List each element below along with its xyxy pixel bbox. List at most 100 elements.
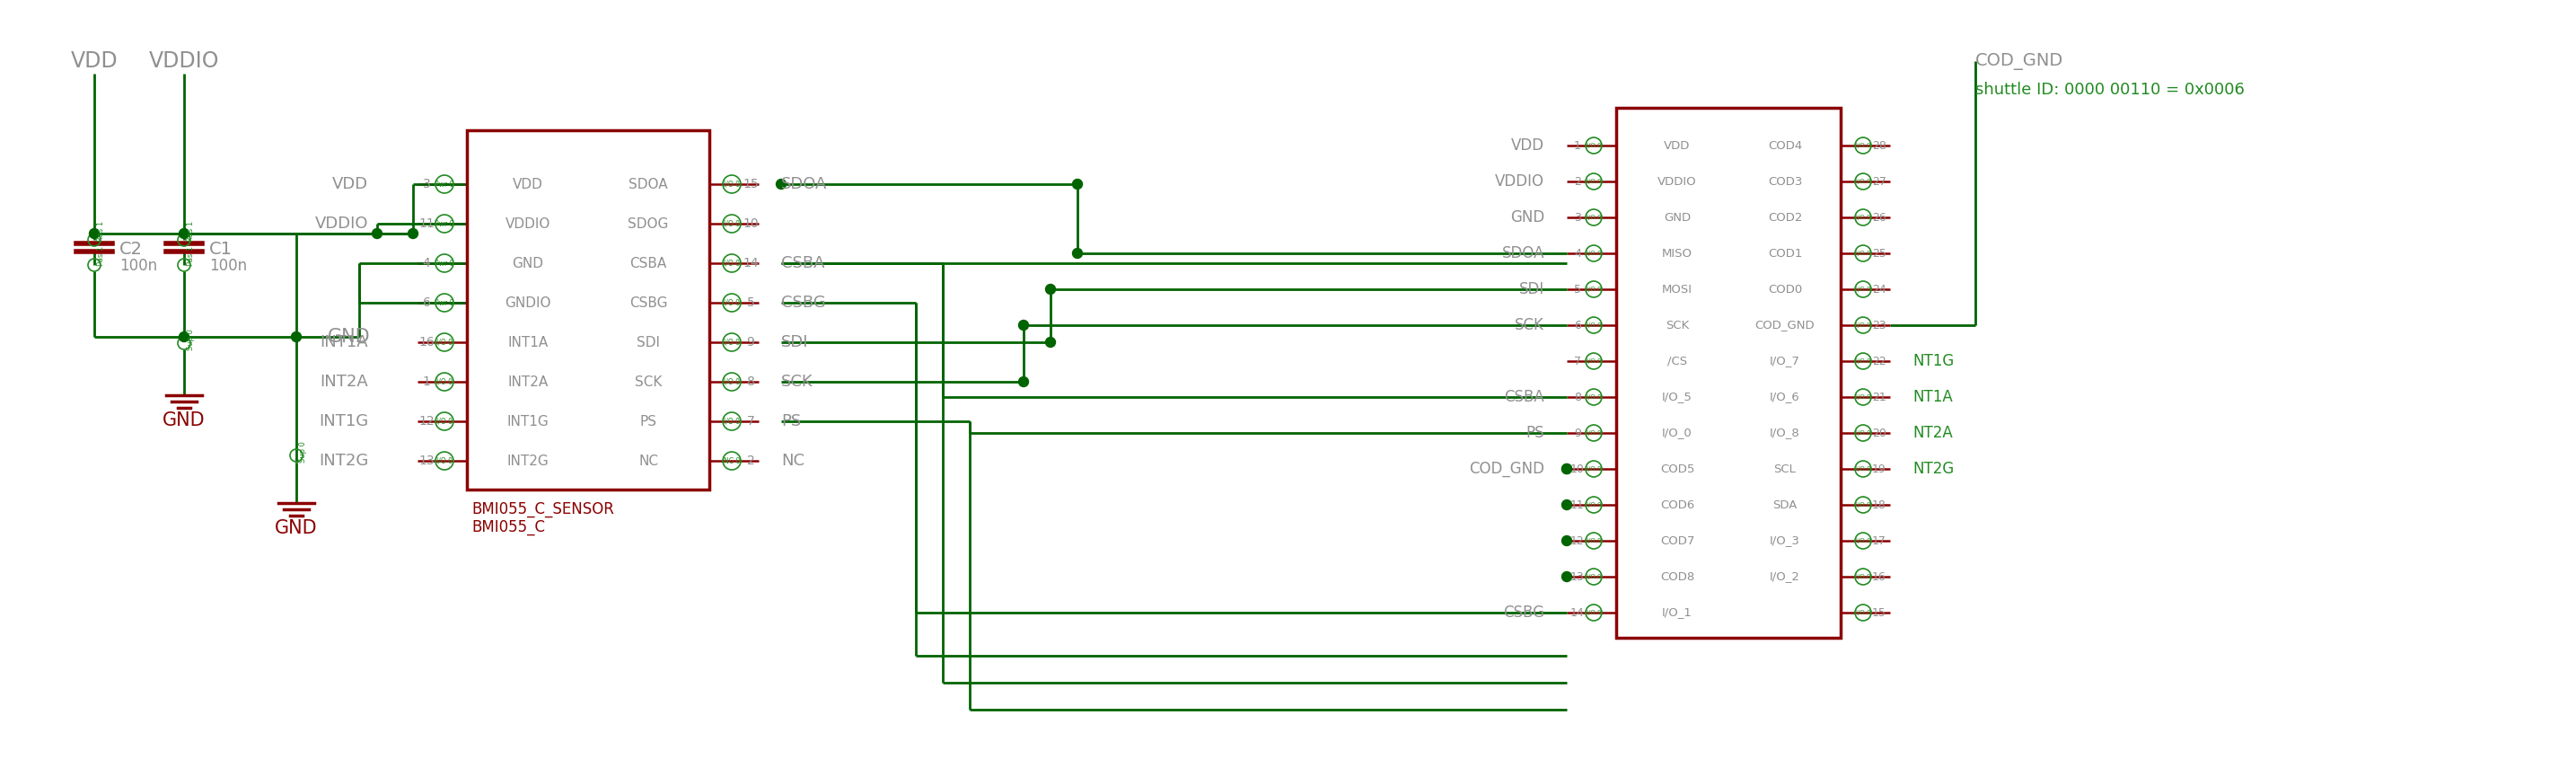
Text: Pwr 0: Pwr 0 bbox=[435, 180, 453, 188]
Text: I/O 0: I/O 0 bbox=[1855, 143, 1870, 148]
Bar bbox=[1615, 108, 1842, 638]
Text: MOSI: MOSI bbox=[1662, 284, 1692, 295]
Text: 5: 5 bbox=[1574, 284, 1582, 295]
Text: PS: PS bbox=[639, 415, 657, 428]
Circle shape bbox=[371, 228, 381, 239]
Text: 6: 6 bbox=[422, 297, 430, 309]
Text: I/O 0: I/O 0 bbox=[1855, 502, 1870, 507]
Circle shape bbox=[1072, 249, 1082, 258]
Text: 18: 18 bbox=[1873, 499, 1886, 510]
Text: GND: GND bbox=[1664, 211, 1690, 223]
Circle shape bbox=[1561, 464, 1571, 474]
Text: I/O 0: I/O 0 bbox=[724, 260, 739, 267]
Text: I/O 0: I/O 0 bbox=[724, 417, 739, 425]
Text: I/O 0: I/O 0 bbox=[1587, 538, 1602, 543]
Text: CSBG: CSBG bbox=[1502, 605, 1546, 621]
Text: COD5: COD5 bbox=[1659, 463, 1695, 475]
Text: VDDIO: VDDIO bbox=[505, 217, 551, 231]
Text: COD8: COD8 bbox=[1659, 571, 1695, 583]
Text: COD3: COD3 bbox=[1767, 176, 1803, 187]
Text: CSBA: CSBA bbox=[629, 256, 667, 270]
Text: I/O 0: I/O 0 bbox=[1855, 574, 1870, 580]
Circle shape bbox=[775, 179, 786, 189]
Text: GND: GND bbox=[1510, 209, 1546, 225]
Text: SDOA: SDOA bbox=[629, 177, 667, 191]
Circle shape bbox=[1561, 464, 1571, 474]
Circle shape bbox=[1561, 572, 1571, 582]
Text: 16: 16 bbox=[1873, 571, 1886, 583]
Text: CSBA: CSBA bbox=[781, 255, 824, 271]
Text: SCK: SCK bbox=[781, 374, 814, 390]
Text: 10: 10 bbox=[742, 218, 757, 230]
Text: 12: 12 bbox=[1571, 535, 1584, 546]
Text: I/O 0: I/O 0 bbox=[724, 180, 739, 188]
Text: 25: 25 bbox=[1873, 247, 1886, 260]
Text: I/O_3: I/O_3 bbox=[1770, 535, 1801, 546]
Text: I/O 0: I/O 0 bbox=[1587, 143, 1602, 148]
Text: VDD: VDD bbox=[70, 51, 118, 71]
Text: INT2G: INT2G bbox=[319, 453, 368, 469]
Text: I/O 0: I/O 0 bbox=[1855, 179, 1870, 184]
Text: Sup 0: Sup 0 bbox=[185, 329, 196, 350]
Text: 19: 19 bbox=[1873, 463, 1886, 475]
Text: NC: NC bbox=[639, 454, 657, 468]
Text: INT1G: INT1G bbox=[319, 413, 368, 430]
Text: VDD: VDD bbox=[513, 177, 544, 191]
Text: INT1A: INT1A bbox=[507, 336, 549, 349]
Text: I/O 0: I/O 0 bbox=[1855, 538, 1870, 543]
Text: 3: 3 bbox=[422, 178, 430, 190]
Text: SDOA: SDOA bbox=[781, 176, 827, 192]
Text: CSBG: CSBG bbox=[629, 296, 667, 309]
Text: GNDIO: GNDIO bbox=[505, 296, 551, 309]
Text: 9: 9 bbox=[747, 336, 755, 349]
Text: COD_GND: COD_GND bbox=[1468, 461, 1546, 477]
Text: 15: 15 bbox=[742, 178, 757, 190]
Text: 13: 13 bbox=[417, 455, 435, 467]
Circle shape bbox=[1561, 500, 1571, 510]
Text: NT2A: NT2A bbox=[1911, 425, 1953, 441]
Text: SDI: SDI bbox=[636, 336, 659, 349]
Text: Pas 1: Pas 1 bbox=[185, 246, 196, 266]
Text: NT1A: NT1A bbox=[1911, 389, 1953, 405]
Text: GND: GND bbox=[513, 256, 544, 270]
Text: I/O 0: I/O 0 bbox=[1587, 251, 1602, 256]
Text: GND: GND bbox=[162, 411, 206, 430]
Text: COD_GND: COD_GND bbox=[1976, 53, 2063, 70]
Text: SDI: SDI bbox=[1520, 281, 1546, 298]
Text: NT2G: NT2G bbox=[1911, 461, 1955, 477]
Text: 100n: 100n bbox=[118, 258, 157, 274]
Text: CSBG: CSBG bbox=[781, 294, 827, 311]
Text: INT2G: INT2G bbox=[507, 454, 549, 468]
Text: Pwr 0: Pwr 0 bbox=[435, 260, 453, 267]
Text: I/O 0: I/O 0 bbox=[1855, 395, 1870, 399]
Text: I/O 0: I/O 0 bbox=[1855, 610, 1870, 615]
Text: CSBA: CSBA bbox=[1504, 389, 1546, 405]
Text: 16: 16 bbox=[417, 336, 435, 349]
Text: 4: 4 bbox=[1574, 247, 1582, 260]
Circle shape bbox=[407, 228, 417, 239]
Text: NC 0: NC 0 bbox=[724, 457, 739, 465]
Text: COD1: COD1 bbox=[1767, 247, 1803, 260]
Text: BMI055_C_SENSOR: BMI055_C_SENSOR bbox=[471, 501, 613, 517]
Text: 14: 14 bbox=[742, 257, 757, 270]
Text: Pwr 0: Pwr 0 bbox=[435, 220, 453, 228]
Text: I/O 0: I/O 0 bbox=[1587, 214, 1602, 220]
Text: 11: 11 bbox=[1571, 499, 1584, 510]
Text: PS: PS bbox=[1525, 425, 1546, 441]
Text: 9: 9 bbox=[1574, 427, 1582, 439]
Text: 28: 28 bbox=[1873, 140, 1886, 152]
Text: INT2A: INT2A bbox=[319, 374, 368, 390]
Text: I/O 0: I/O 0 bbox=[1587, 430, 1602, 436]
Circle shape bbox=[1018, 320, 1028, 330]
Text: INT1A: INT1A bbox=[319, 334, 368, 350]
Text: VDD: VDD bbox=[332, 176, 368, 192]
Text: I/O 0: I/O 0 bbox=[1587, 179, 1602, 184]
Text: C1: C1 bbox=[209, 240, 232, 257]
Text: 3: 3 bbox=[1574, 211, 1582, 223]
Text: VDD: VDD bbox=[1664, 140, 1690, 152]
Text: 12: 12 bbox=[417, 415, 435, 427]
Text: Pwr 0: Pwr 0 bbox=[435, 298, 453, 307]
Text: I/O_7: I/O_7 bbox=[1770, 355, 1801, 367]
Bar bbox=[466, 131, 708, 490]
Text: 6: 6 bbox=[1574, 319, 1582, 331]
